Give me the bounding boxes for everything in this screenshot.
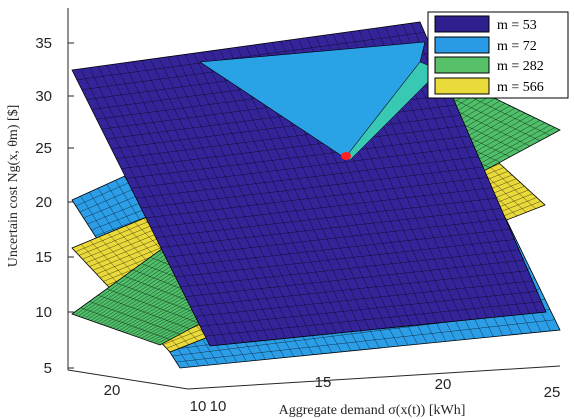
mesh-line — [136, 156, 479, 199]
x-tick-label: 25 — [544, 384, 561, 401]
mesh-line — [145, 177, 488, 219]
y-tick-label: 20 — [104, 382, 121, 399]
z-tick-label: 30 — [35, 88, 52, 105]
legend-swatch — [434, 56, 490, 74]
mesh-line — [176, 319, 556, 363]
x-tick-label: 15 — [315, 374, 332, 391]
legend-label: m = 72 — [497, 39, 537, 54]
mesh-line — [150, 187, 493, 228]
legend-label: m = 282 — [497, 59, 544, 74]
z-tick-label: 15 — [35, 249, 52, 266]
mesh-line — [195, 280, 533, 317]
mesh-line — [175, 239, 515, 278]
legend-label: m = 566 — [497, 80, 544, 95]
z-tick-label: 10 — [35, 304, 52, 321]
mesh-line — [121, 125, 466, 169]
z-tick-label: 25 — [35, 140, 52, 157]
mesh-line — [140, 166, 484, 209]
y-axis-label: Uncertain cost Ng(x, θm) [$] — [6, 105, 21, 268]
y-tick-label: 10 — [190, 398, 207, 415]
legend-swatch — [434, 15, 490, 33]
mesh-line — [165, 218, 506, 258]
legend-swatch — [434, 36, 490, 54]
z-tick-label: 5 — [44, 360, 52, 377]
y-depth-axis-line — [67, 369, 189, 390]
mesh-line — [160, 208, 502, 248]
mesh-line — [200, 291, 538, 327]
mesh-line — [180, 249, 520, 288]
mesh-line — [116, 114, 461, 159]
mesh-line — [155, 197, 497, 238]
x-axis-line — [187, 365, 561, 390]
z-tick-label: 35 — [35, 35, 52, 52]
legend: m = 53 m = 72 m = 282 m = 566 — [427, 11, 569, 99]
x-tick-label: 20 — [435, 376, 452, 393]
axes-frame — [67, 8, 561, 390]
mesh-line — [131, 146, 475, 189]
tick-layer: 5 10 15 20 25 30 35 20 10 10 15 20 25 — [35, 35, 560, 415]
marker-layer — [341, 152, 351, 160]
optimum-marker — [341, 152, 351, 160]
surface-53 — [71, 21, 547, 347]
legend-swatch — [434, 77, 490, 95]
mesh-line — [126, 135, 470, 179]
mesh-line — [170, 228, 511, 268]
mesh-line — [205, 301, 542, 337]
x-tick-label: 10 — [210, 398, 227, 415]
mesh-line — [185, 259, 524, 297]
legend-label: m = 53 — [497, 18, 537, 33]
mesh-line — [190, 270, 529, 307]
x-axis-label: Aggregate demand σ(x(t)) [kWh] — [279, 403, 466, 418]
z-tick-label: 20 — [35, 194, 52, 211]
mesh-line — [111, 104, 457, 150]
mesh-line — [76, 32, 425, 81]
